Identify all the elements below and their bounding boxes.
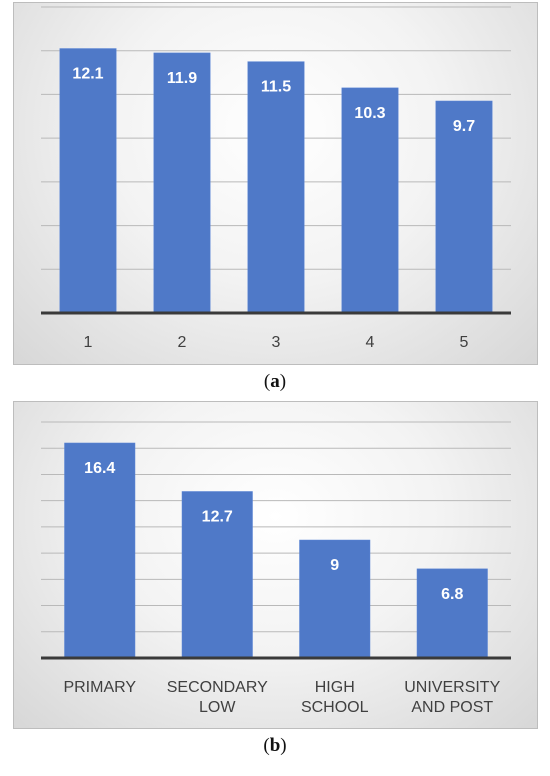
category-label-5: 5 <box>460 334 469 351</box>
bar-3 <box>247 61 305 314</box>
data-label-4: 6.8 <box>441 586 463 603</box>
category-label-2: SECONDARY LOW <box>167 679 268 716</box>
caption-a: (a) <box>263 371 287 392</box>
caption-b-letter: b <box>269 735 281 756</box>
category-label-4: 4 <box>366 334 375 351</box>
data-label-1: 16.4 <box>84 460 115 477</box>
category-label-1: PRIMARY <box>63 679 136 696</box>
category-label-1: 1 <box>84 334 93 351</box>
data-label-4: 10.3 <box>354 105 385 122</box>
caption-b: (b) <box>263 735 287 756</box>
caption-a-letter: a <box>270 371 280 392</box>
bar-chart-b: 16.4 PRIMARY 12.7 SECONDARY LOW 9 HIGH SCHOOL 6.… <box>41 421 511 716</box>
category-label-4: UNIVERSITY AND POST <box>404 679 500 716</box>
bar-chart-a: 12.1 1 11.9 2 11.5 3 10.3 4 9.7 5 <box>41 6 511 351</box>
bar-1 <box>59 48 117 314</box>
data-label-1: 12.1 <box>72 66 103 83</box>
chart-panel-b: 16.4 PRIMARY 12.7 SECONDARY LOW 9 HIGH SCHOOL 6.… <box>13 401 538 729</box>
bar-5 <box>435 100 493 314</box>
category-label-3: HIGH SCHOOL <box>301 679 369 716</box>
bar-2 <box>153 52 211 314</box>
data-label-5: 9.7 <box>453 118 475 135</box>
data-label-3: 11.5 <box>261 79 291 96</box>
data-label-2: 12.7 <box>202 508 233 525</box>
data-label-3: 9 <box>330 557 339 574</box>
chart-panel-a: 12.1 1 11.9 2 11.5 3 10.3 4 9.7 5 <box>13 2 538 365</box>
bar-2 <box>181 491 253 659</box>
data-label-2: 11.9 <box>167 70 197 87</box>
bar-1 <box>64 442 136 659</box>
bar-4 <box>416 568 488 659</box>
category-label-3: 3 <box>272 334 281 351</box>
category-label-2: 2 <box>178 334 187 351</box>
bar-3 <box>299 539 371 659</box>
